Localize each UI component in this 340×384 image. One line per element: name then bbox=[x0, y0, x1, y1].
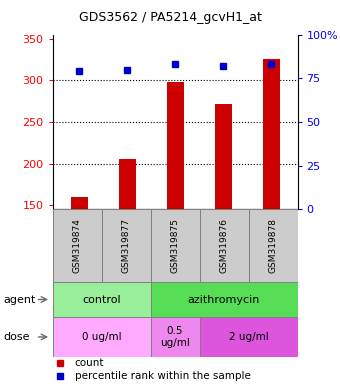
Text: GSM319875: GSM319875 bbox=[171, 218, 180, 273]
Bar bbox=[167, 82, 184, 209]
Bar bbox=[263, 59, 279, 209]
Text: count: count bbox=[75, 358, 104, 368]
Bar bbox=[102, 209, 151, 282]
Text: 0 ug/ml: 0 ug/ml bbox=[82, 332, 121, 342]
Bar bbox=[53, 209, 102, 282]
Bar bbox=[53, 282, 151, 317]
Text: GSM319876: GSM319876 bbox=[220, 218, 228, 273]
Text: GSM319878: GSM319878 bbox=[269, 218, 277, 273]
Bar bbox=[71, 197, 87, 209]
Bar bbox=[151, 209, 200, 282]
Bar bbox=[119, 159, 136, 209]
Text: 0.5
ug/ml: 0.5 ug/ml bbox=[160, 326, 190, 348]
Bar bbox=[249, 209, 298, 282]
Text: percentile rank within the sample: percentile rank within the sample bbox=[75, 371, 251, 381]
Text: 2 ug/ml: 2 ug/ml bbox=[229, 332, 268, 342]
Bar bbox=[200, 317, 298, 357]
Text: control: control bbox=[82, 295, 121, 305]
Text: GDS3562 / PA5214_gcvH1_at: GDS3562 / PA5214_gcvH1_at bbox=[79, 11, 261, 24]
Bar bbox=[151, 317, 200, 357]
Text: azithromycin: azithromycin bbox=[188, 295, 260, 305]
Text: GSM319874: GSM319874 bbox=[73, 218, 82, 273]
Text: dose: dose bbox=[3, 332, 30, 342]
Text: GSM319877: GSM319877 bbox=[122, 218, 131, 273]
Bar bbox=[151, 282, 298, 317]
Bar bbox=[200, 209, 249, 282]
Bar bbox=[215, 104, 232, 209]
Bar bbox=[53, 317, 151, 357]
Text: agent: agent bbox=[3, 295, 36, 305]
